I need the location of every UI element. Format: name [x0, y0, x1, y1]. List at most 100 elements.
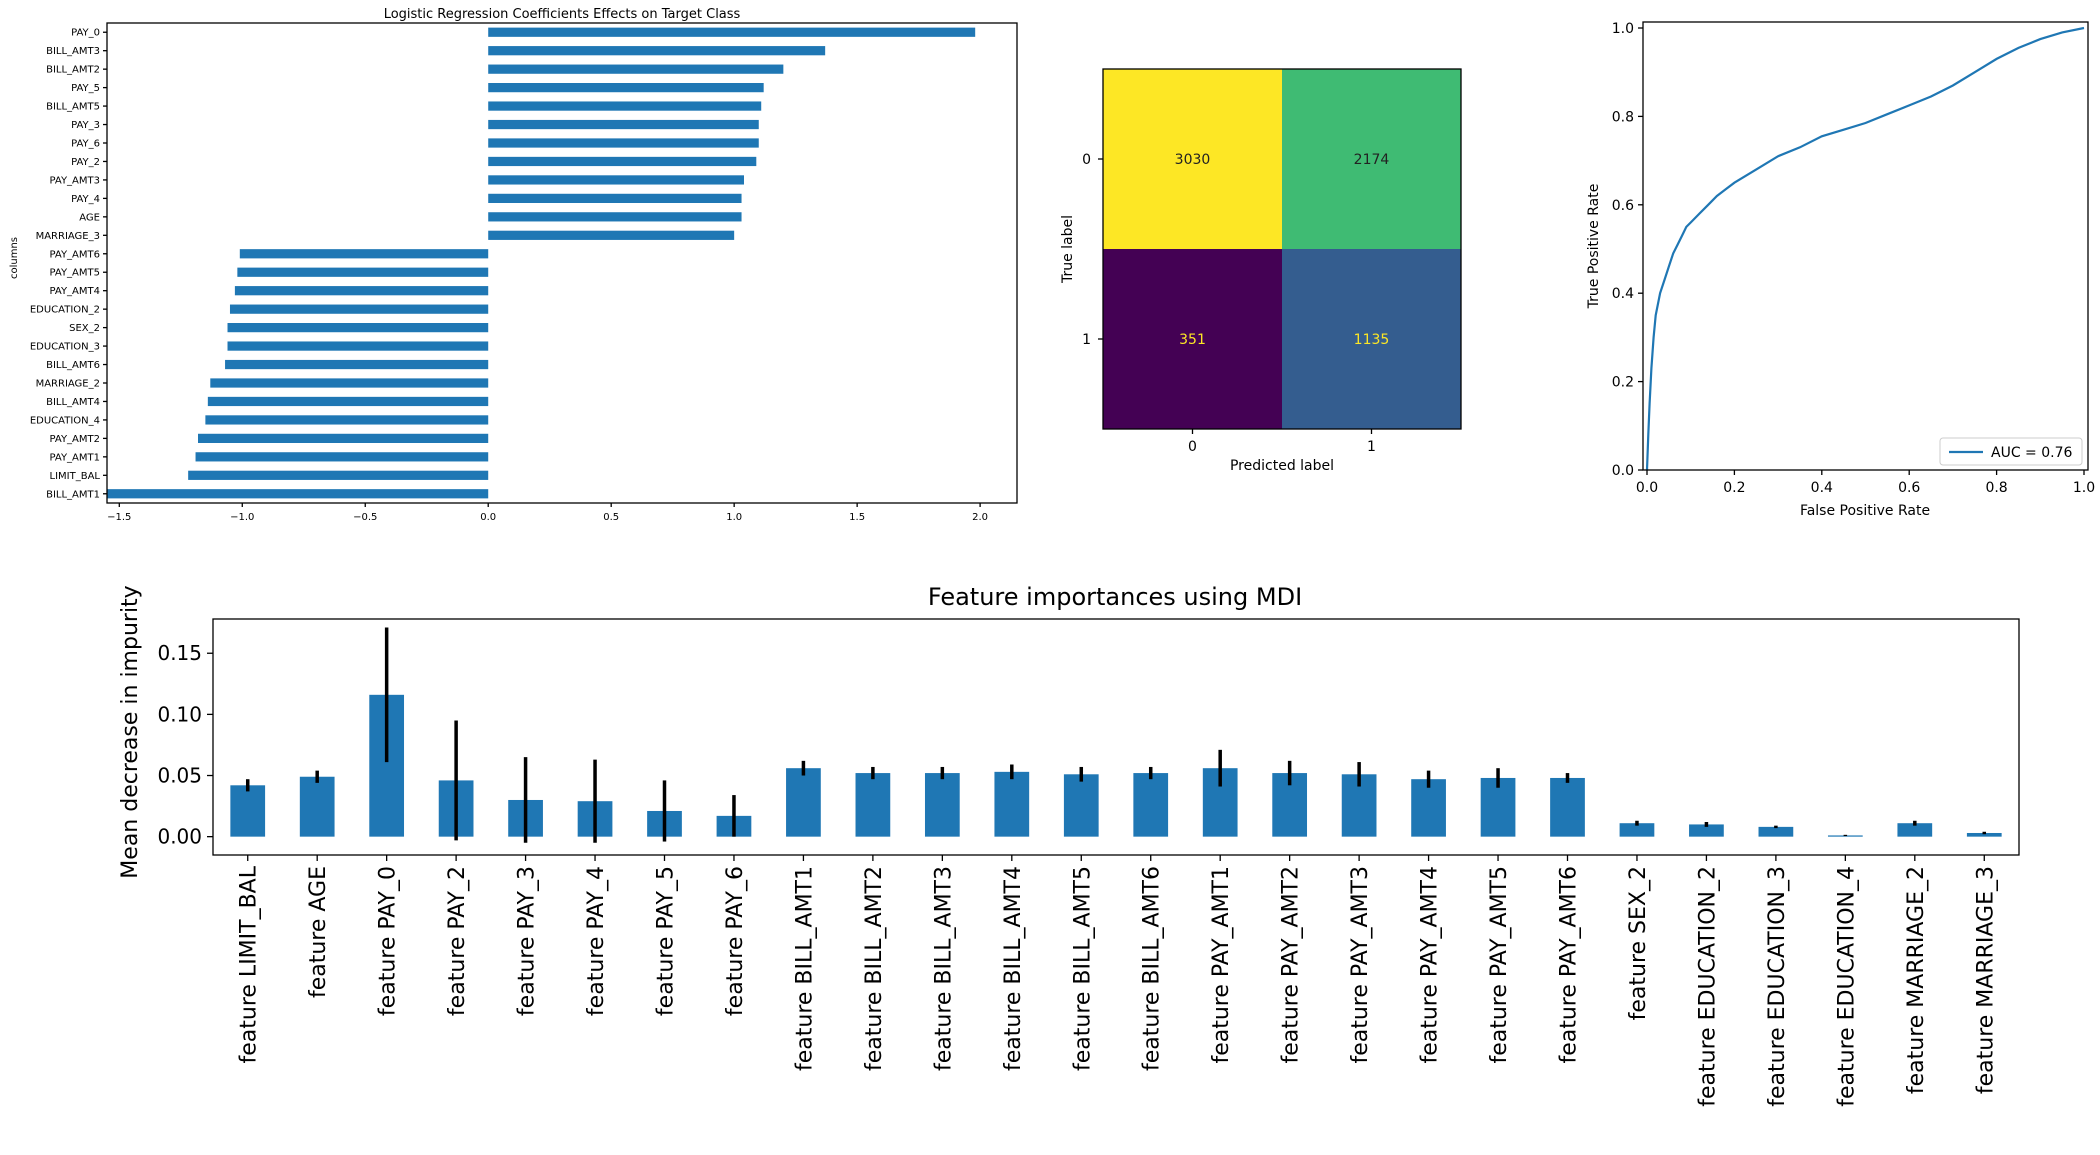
coefficient-category-label: PAY_4: [71, 194, 100, 205]
roc-ytick-label: 0.0: [1612, 463, 1634, 479]
feature-importance-frame: [212, 618, 2020, 856]
coefficient-bar: [198, 433, 489, 443]
roc-xtick-label: 0.4: [1811, 480, 1833, 496]
coefficient-category-label: PAY_3: [71, 120, 100, 131]
importance-category-label: feature SEX_2: [1626, 866, 1651, 1020]
importance-bar: [230, 785, 266, 837]
importance-bar: [1897, 823, 1933, 837]
coefficient-bar: [207, 396, 489, 407]
coefficient-category-label: PAY_AMT5: [49, 268, 100, 279]
coefficient-category-label: BILL_AMT3: [46, 46, 100, 57]
coefficient-category-label: MARRIAGE_3: [36, 231, 100, 242]
roc-ytick-label: 1.0: [1612, 21, 1634, 37]
roc-ytick-label: 0.4: [1612, 286, 1634, 302]
roc-ytick-label: 0.8: [1612, 109, 1634, 125]
coefficient-category-label: BILL_AMT4: [46, 397, 100, 408]
coefficient-xtick-label: 1.0: [726, 512, 742, 523]
roc-xtick-label: 0.0: [1636, 480, 1658, 496]
importance-category-label: feature PAY_AMT4: [1418, 866, 1443, 1064]
importance-category-label: feature BILL_AMT4: [1001, 866, 1026, 1071]
confusion-matrix-ylabel: True label: [1060, 215, 1076, 284]
roc-curve-chart: 0.0 0.2 0.4 0.6 0.8 1.0 0.0 0.2 0.4 0.6 0.8 1.0 Fal…: [1586, 21, 2095, 519]
importance-bar: [924, 773, 960, 837]
coefficient-bar: [107, 489, 489, 499]
importance-bar: [1133, 773, 1169, 837]
coefficient-xtick-label: −1.5: [107, 512, 131, 523]
importance-category-label: feature PAY_0: [376, 866, 401, 1016]
coefficient-chart-ylabel: columns: [9, 237, 20, 279]
confusion-matrix-value: 3030: [1175, 152, 1211, 168]
roc-frame: [1642, 21, 2089, 471]
roc-ytick-label: 0.6: [1612, 198, 1634, 214]
importance-category-label: feature PAY_AMT3: [1348, 866, 1373, 1064]
coefficient-bar: [488, 175, 744, 185]
coefficient-category-label: BILL_AMT2: [46, 65, 100, 76]
coefficient-bar: [237, 267, 489, 277]
coefficient-bar: [210, 378, 489, 388]
confusion-matrix-cell: [1103, 249, 1282, 429]
confusion-matrix-frame: [1102, 68, 1462, 430]
roc-legend-box: [1939, 437, 2083, 466]
confusion-matrix-xtick-label: 0: [1188, 439, 1197, 455]
importance-category-label: feature PAY_3: [515, 866, 540, 1016]
coefficient-category-label: PAY_2: [71, 157, 100, 168]
roc-xtick-label: 0.6: [1898, 480, 1920, 496]
importance-category-label: feature PAY_2: [445, 866, 470, 1016]
importance-bar: [1063, 774, 1099, 837]
roc-curve-line: [1645, 26, 2085, 471]
roc-xtick-label: 1.0: [2073, 480, 2095, 496]
coefficient-bar: [488, 230, 735, 240]
importance-category-label: feature BILL_AMT2: [862, 866, 887, 1071]
coefficient-bar: [195, 452, 489, 462]
importance-category-label: feature PAY_AMT1: [1209, 866, 1234, 1064]
coefficient-bar: [227, 323, 489, 333]
importance-category-label: feature BILL_AMT5: [1070, 866, 1095, 1071]
importance-ytick-label: 0.15: [157, 641, 202, 665]
importance-bar: [1550, 777, 1585, 837]
coefficient-bar: [488, 64, 784, 74]
confusion-matrix-cell: [1103, 69, 1282, 249]
roc-xtick-label: 0.8: [1985, 480, 2007, 496]
importance-bar: [994, 771, 1030, 837]
coefficient-category-label: BILL_AMT1: [46, 489, 100, 500]
confusion-matrix-value: 351: [1179, 332, 1206, 348]
coefficient-xtick-label: −0.5: [353, 512, 377, 523]
importance-ytick-label: 0.05: [157, 764, 202, 788]
importance-category-label: feature MARRIAGE_2: [1904, 866, 1929, 1094]
coefficient-category-label: PAY_6: [71, 139, 100, 150]
coefficient-bar: [488, 119, 759, 130]
coefficient-bar: [488, 193, 742, 203]
importance-bar: [299, 776, 335, 837]
roc-legend: AUC = 0.76: [1939, 437, 2083, 466]
coefficient-category-label: BILL_AMT6: [46, 360, 100, 371]
importance-bar: [1689, 824, 1724, 837]
coefficient-xtick-label: 0.0: [480, 512, 496, 523]
importance-category-label: feature BILL_AMT3: [931, 866, 956, 1071]
importance-category-label: feature PAY_AMT5: [1487, 866, 1512, 1064]
importance-category-label: feature PAY_6: [723, 866, 748, 1016]
roc-legend-label: AUC = 0.76: [1991, 445, 2072, 461]
importance-category-label: feature MARRIAGE_3: [1973, 866, 1998, 1094]
coefficient-category-label: PAY_5: [71, 83, 100, 94]
coefficient-bar: [225, 359, 489, 370]
coefficient-bar: [488, 83, 764, 93]
coefficient-category-label: SEX_2: [69, 323, 100, 334]
coefficient-chart-title: Logistic Regression Coefficients Effects…: [384, 7, 741, 22]
coefficient-bar: [188, 470, 489, 480]
coefficient-category-label: AGE: [79, 212, 100, 223]
coefficient-category-label: PAY_AMT4: [49, 286, 100, 297]
coefficient-bar: [234, 286, 489, 296]
importance-category-label: feature BILL_AMT1: [792, 866, 817, 1071]
importance-category-label: feature PAY_5: [654, 866, 679, 1016]
coefficient-category-label: MARRIAGE_2: [36, 379, 100, 390]
importance-category-label: feature EDUCATION_3: [1765, 866, 1790, 1107]
importance-bar: [1619, 823, 1655, 837]
coefficient-bar: [488, 27, 976, 37]
roc-ytick-label: 0.2: [1612, 375, 1634, 391]
importance-category-label: feature PAY_AMT6: [1557, 866, 1582, 1064]
confusion-matrix-ytick-label: 0: [1082, 152, 1091, 168]
coefficient-category-label: PAY_AMT2: [49, 434, 100, 445]
coefficient-category-label: PAY_AMT3: [49, 175, 100, 186]
roc-xtick-label: 0.2: [1723, 480, 1745, 496]
coefficient-xtick-label: 0.5: [603, 512, 619, 523]
